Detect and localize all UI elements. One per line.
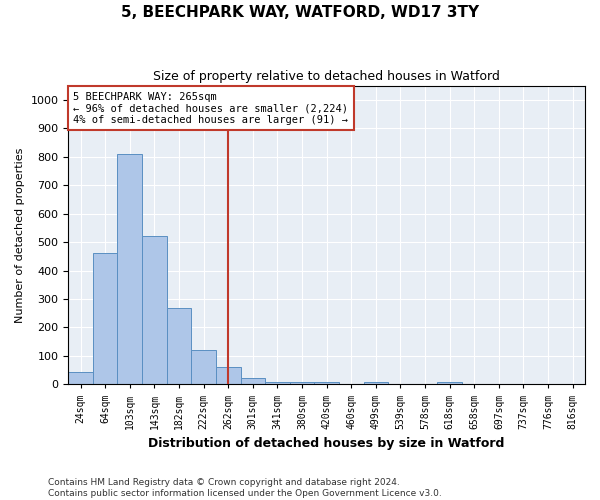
Bar: [290, 382, 314, 384]
Bar: [93, 254, 118, 384]
Bar: [314, 382, 339, 384]
Bar: [142, 236, 167, 384]
Text: Contains HM Land Registry data © Crown copyright and database right 2024.
Contai: Contains HM Land Registry data © Crown c…: [48, 478, 442, 498]
Bar: [241, 378, 265, 384]
Bar: [265, 382, 290, 384]
Text: 5 BEECHPARK WAY: 265sqm
← 96% of detached houses are smaller (2,224)
4% of semi-: 5 BEECHPARK WAY: 265sqm ← 96% of detache…: [73, 92, 349, 124]
X-axis label: Distribution of detached houses by size in Watford: Distribution of detached houses by size …: [148, 437, 505, 450]
Bar: [191, 350, 216, 384]
Text: 5, BEECHPARK WAY, WATFORD, WD17 3TY: 5, BEECHPARK WAY, WATFORD, WD17 3TY: [121, 5, 479, 20]
Y-axis label: Number of detached properties: Number of detached properties: [15, 148, 25, 322]
Title: Size of property relative to detached houses in Watford: Size of property relative to detached ho…: [153, 70, 500, 83]
Bar: [364, 382, 388, 384]
Bar: [167, 308, 191, 384]
Bar: [118, 154, 142, 384]
Bar: [68, 372, 93, 384]
Bar: [437, 382, 462, 384]
Bar: [216, 368, 241, 384]
